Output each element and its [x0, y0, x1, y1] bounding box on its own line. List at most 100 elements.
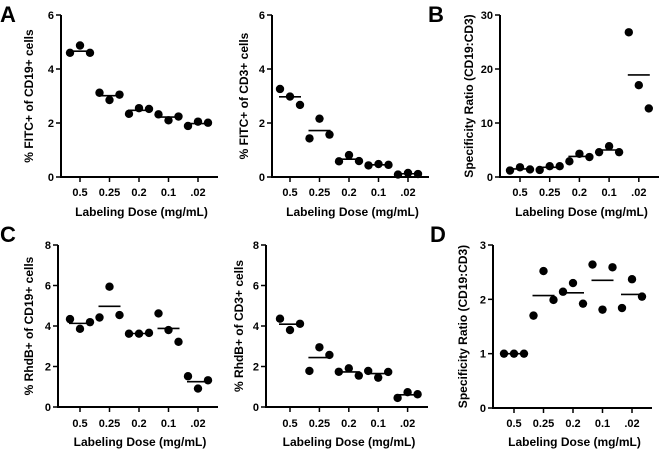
x-axis-title: Labeling Dose (mg/mL)	[286, 205, 419, 219]
panel-letter-a: A	[0, 2, 16, 27]
data-point	[105, 282, 114, 291]
y-tick-label: 8	[45, 240, 51, 252]
x-tick-label: 0.1	[161, 187, 176, 199]
x-tick-label: 0.25	[99, 187, 120, 199]
data-point	[65, 314, 75, 324]
data-point	[519, 349, 529, 358]
panel-letter-b: B	[428, 2, 444, 27]
data-point	[115, 90, 124, 99]
x-tick-label: 0.5	[72, 187, 87, 199]
data-point	[305, 366, 314, 376]
chart-panel-c1: 0 2 4 6 8 0.5 0.25 0.2 0.1 .02 Labeling Dose (mg/m…	[22, 240, 218, 449]
data-point	[403, 388, 412, 397]
data-point	[588, 260, 597, 269]
data-point	[75, 324, 85, 334]
x-tick-label: 0.25	[309, 187, 330, 199]
data-point	[85, 317, 95, 327]
data-point	[154, 309, 163, 318]
y-axis-title: % FITC+ of CD3+ cells	[237, 32, 251, 159]
data-point	[393, 170, 403, 179]
x-tick-label: 0.25	[309, 418, 330, 430]
x-axis-title: Labeling Dose (mg/mL)	[74, 435, 207, 449]
data-point	[124, 109, 134, 119]
data-point	[624, 28, 633, 37]
y-tick-label: 0	[480, 403, 486, 415]
chart-panel-a1: 0 2 4 6 0.5 0.25 0.2 0.1 .02 Labeling Dose (mg/mL…	[22, 10, 218, 219]
x-tick-label: .02	[624, 418, 639, 430]
data-point	[183, 372, 193, 381]
y-tick-label: 2	[48, 118, 54, 130]
x-tick-label: 0.1	[595, 418, 610, 430]
data-point	[295, 319, 305, 328]
data-point	[539, 266, 548, 276]
y-tick-label: 4	[48, 64, 55, 76]
x-tick-label: 0.1	[371, 418, 386, 430]
data-point	[315, 343, 324, 352]
y-tick-label: 2	[45, 362, 51, 374]
panel-letter-d: D	[430, 222, 446, 247]
data-point	[608, 263, 617, 272]
data-point	[565, 157, 574, 166]
data-point	[525, 165, 535, 174]
y-tick-label: 3	[480, 240, 486, 252]
data-point	[85, 48, 95, 57]
data-point	[374, 159, 383, 169]
x-tick-label: 0.2	[341, 418, 356, 430]
data-point	[325, 130, 334, 139]
y-tick-label: 2	[259, 118, 265, 130]
y-tick-label: 0	[48, 172, 54, 184]
data-point	[344, 150, 354, 160]
data-point	[617, 303, 627, 313]
data-point	[637, 292, 647, 301]
data-point	[568, 278, 578, 288]
data-point	[105, 95, 114, 105]
data-point	[549, 295, 558, 305]
x-tick-label: 0.2	[131, 187, 146, 199]
data-point	[325, 350, 334, 360]
x-tick-label: 0.5	[512, 187, 527, 199]
chart-panel-c2: 0 2 4 6 8 0.5 0.25 0.2 0.1 .02 Labeling Dose (mg/m…	[232, 240, 428, 449]
data-point	[578, 299, 588, 308]
data-point	[275, 84, 285, 94]
data-point	[598, 305, 607, 314]
x-axis-title: Labeling Dose (mg/mL)	[283, 435, 416, 449]
data-point	[545, 162, 554, 171]
x-tick-label: 0.1	[161, 418, 176, 430]
data-point	[275, 314, 285, 323]
y-axis-title: Specificity Ratio (CD19:CD3)	[462, 14, 476, 177]
data-point	[334, 367, 343, 376]
x-tick-label: 0.5	[72, 418, 87, 430]
y-tick-label: 6	[259, 10, 265, 22]
y-tick-label: 0	[253, 402, 259, 414]
data-point	[354, 371, 363, 380]
y-tick-label: 0	[487, 172, 493, 184]
x-tick-label: .02	[631, 187, 646, 199]
y-tick-label: 6	[45, 281, 51, 293]
data-point	[644, 104, 653, 113]
data-point	[558, 287, 568, 296]
data-point	[174, 112, 183, 121]
x-tick-label: 0.2	[131, 418, 146, 430]
data-point	[95, 88, 104, 97]
data-point	[575, 149, 584, 158]
data-point	[305, 134, 314, 143]
data-point	[115, 310, 124, 320]
data-point	[374, 373, 383, 382]
data-point	[529, 311, 538, 320]
data-point	[413, 169, 423, 179]
data-point	[403, 168, 413, 178]
data-point	[193, 384, 203, 393]
data-point	[183, 121, 193, 131]
x-tick-label: .02	[190, 187, 205, 199]
x-tick-label: .02	[190, 418, 205, 430]
data-point	[154, 110, 163, 119]
chart-panel-b: 0 10 20 30 0.5 0.25 0.2 0.1 .02 Labeling Dose (mg…	[462, 10, 659, 219]
x-tick-label: 0.1	[371, 187, 386, 199]
x-tick-label: 0.25	[539, 187, 560, 199]
x-tick-label: 0.1	[601, 187, 616, 199]
data-point	[124, 329, 134, 338]
x-tick-label: 0.5	[282, 418, 297, 430]
data-point	[364, 366, 373, 376]
data-point	[627, 275, 637, 284]
